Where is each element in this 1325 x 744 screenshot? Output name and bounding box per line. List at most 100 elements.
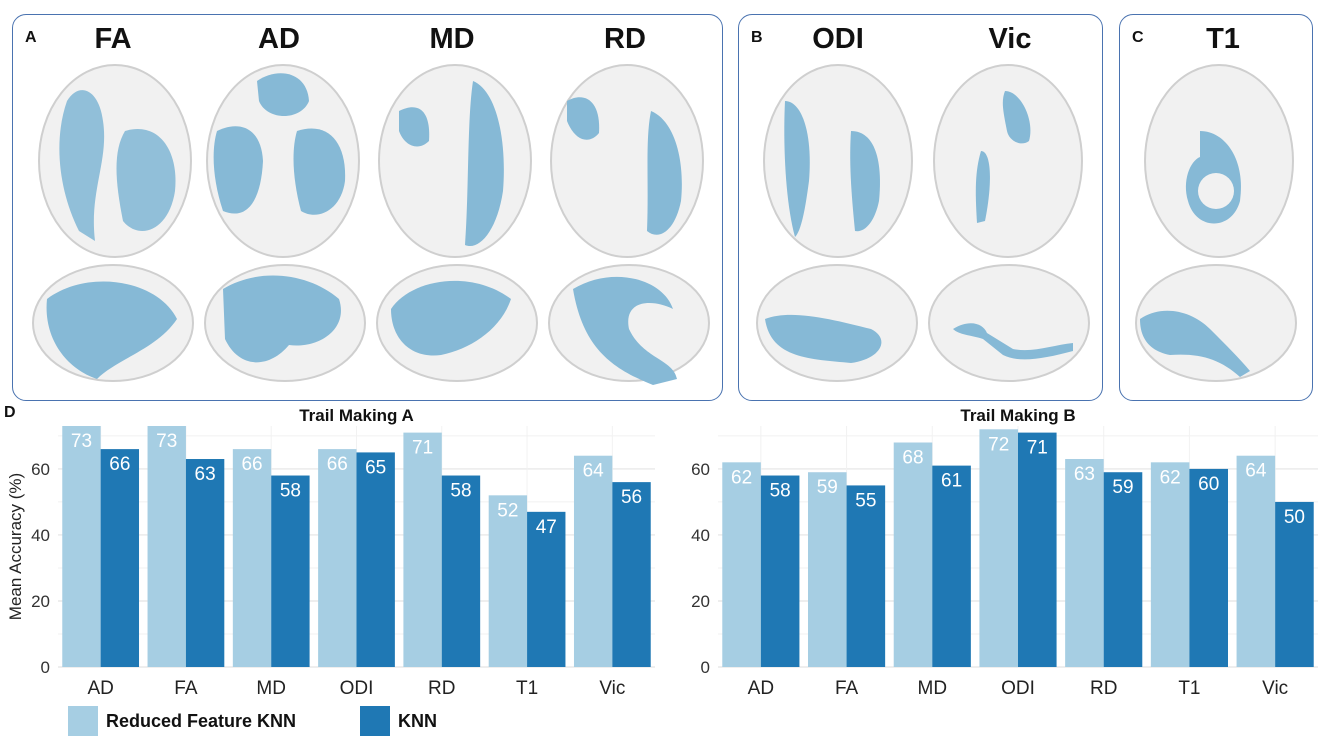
legend-label-knn: KNN bbox=[398, 710, 438, 731]
legend-swatch-reduced bbox=[68, 706, 98, 736]
panel-a-label: A bbox=[25, 29, 37, 46]
chart-b-bar-reduced-ad bbox=[722, 462, 761, 667]
chart-a-bar-reduced-rd bbox=[403, 432, 442, 667]
chart-a-bar-knn-odi bbox=[356, 452, 395, 667]
chart-a-x-tick-label-ad: AD bbox=[87, 678, 113, 699]
chart-a-data-label-knn-vic: 56 bbox=[621, 487, 642, 508]
chart-b-x-tick-label-ad: AD bbox=[748, 678, 774, 699]
brain-sagittal-rd-image bbox=[548, 264, 710, 385]
chart-a-data-label-reduced-ad: 73 bbox=[71, 431, 92, 452]
chart-a-y-axis-label: Mean Accuracy (%) bbox=[6, 473, 25, 620]
panel-d-label: D bbox=[4, 404, 16, 421]
chart-a-bar-knn-rd bbox=[441, 475, 481, 667]
chart-a-x-tick-label-md: MD bbox=[256, 678, 286, 699]
chart-a-bar-knn-vic bbox=[612, 482, 651, 667]
chart-a-bar-reduced-md bbox=[232, 449, 272, 667]
chart-b-y-tick-label: 60 bbox=[691, 460, 710, 479]
chart-a-bar-reduced-odi bbox=[318, 449, 357, 667]
chart-a-data-label-reduced-md: 66 bbox=[241, 454, 262, 475]
brain-sagittal-md-image bbox=[376, 264, 538, 382]
brain-sagittal-fa-image bbox=[32, 264, 194, 382]
chart-b-x-tick-label-fa: FA bbox=[835, 678, 859, 699]
brain-sagittal-vic-image bbox=[928, 264, 1090, 382]
chart-b-x-tick-label-vic: Vic bbox=[1262, 678, 1288, 699]
chart-a-bar-knn-md bbox=[271, 475, 310, 667]
chart-b-data-label-reduced-rd: 63 bbox=[1074, 464, 1095, 485]
chart-a-data-label-reduced-rd: 71 bbox=[412, 438, 433, 459]
chart-b-x-tick-label-t1: T1 bbox=[1178, 678, 1200, 699]
chart-a-y-tick-label: 60 bbox=[31, 460, 50, 479]
chart-a-y-tick-label: 0 bbox=[41, 658, 50, 677]
chart-b-data-label-knn-fa: 55 bbox=[855, 490, 876, 511]
chart-b-data-label-knn-ad: 58 bbox=[770, 481, 791, 502]
brain-axial-t1-image bbox=[1144, 64, 1294, 258]
chart-b-x-tick-label-rd: RD bbox=[1090, 678, 1117, 699]
chart-b-bar-knn-md bbox=[932, 465, 971, 667]
chart-b-bar-knn-rd bbox=[1103, 472, 1143, 667]
chart-a-x-tick-label-rd: RD bbox=[428, 678, 455, 699]
panel-c-label: C bbox=[1132, 29, 1144, 46]
chart-b-bar-reduced-vic bbox=[1236, 455, 1276, 667]
chart-b-bar-knn-vic bbox=[1275, 501, 1314, 667]
chart-a-data-label-knn-odi: 65 bbox=[365, 457, 386, 478]
chart-a-bar-reduced-vic bbox=[573, 455, 613, 667]
chart-trail-making-a: 0 20 40 60 73 66 AD 73 63 FA 66 58 MD 66 65 ODI 71 58 RD 52… bbox=[6, 406, 655, 699]
panel-c: C T1 bbox=[1119, 14, 1313, 401]
panel-b-label: B bbox=[751, 29, 763, 46]
chart-a-data-label-knn-t1: 47 bbox=[536, 517, 557, 538]
chart-a-data-label-knn-ad: 66 bbox=[109, 454, 130, 475]
brain-axial-md-image bbox=[378, 64, 532, 258]
chart-b-data-label-reduced-md: 68 bbox=[902, 448, 923, 469]
metric-label-odi: ODI bbox=[812, 23, 864, 55]
brain-axial-rd-image bbox=[550, 64, 704, 258]
chart-b-data-label-reduced-fa: 59 bbox=[817, 477, 838, 498]
legend: Reduced Feature KNN KNN bbox=[68, 706, 437, 736]
chart-a-x-tick-label-vic: Vic bbox=[599, 678, 625, 699]
panel-a: A FA AD MD RD bbox=[12, 14, 723, 401]
brain-axial-fa-image bbox=[38, 64, 192, 258]
chart-b-data-label-knn-rd: 59 bbox=[1112, 477, 1133, 498]
chart-b-x-tick-label-md: MD bbox=[918, 678, 948, 699]
chart-a-bar-knn-ad bbox=[100, 449, 140, 667]
chart-b-data-label-knn-odi: 71 bbox=[1027, 438, 1048, 459]
chart-b-data-label-knn-vic: 50 bbox=[1284, 507, 1305, 528]
chart-b-bar-reduced-odi bbox=[979, 429, 1018, 667]
chart-a-bar-reduced-fa bbox=[147, 426, 186, 667]
metric-label-rd: RD bbox=[604, 23, 646, 55]
chart-b-data-label-reduced-vic: 64 bbox=[1245, 461, 1267, 482]
legend-swatch-knn bbox=[360, 706, 391, 736]
chart-a-data-label-knn-md: 58 bbox=[280, 481, 301, 502]
brain-axial-odi-image bbox=[763, 64, 913, 258]
chart-a-data-label-reduced-t1: 52 bbox=[497, 500, 518, 521]
chart-a-bar-reduced-ad bbox=[62, 426, 101, 667]
chart-b-y-tick-label: 0 bbox=[701, 658, 710, 677]
chart-a-x-tick-label-odi: ODI bbox=[340, 678, 374, 699]
chart-b-data-label-reduced-t1: 62 bbox=[1160, 467, 1181, 488]
brain-axial-ad-image bbox=[206, 64, 360, 258]
chart-a-bar-knn-fa bbox=[185, 459, 225, 667]
chart-a-bar-knn-t1 bbox=[527, 511, 566, 667]
chart-b-data-label-reduced-odi: 72 bbox=[988, 434, 1009, 455]
metric-label-t1: T1 bbox=[1206, 23, 1240, 55]
panel-b: B ODI Vic bbox=[738, 14, 1103, 401]
chart-a-data-label-reduced-fa: 73 bbox=[156, 431, 177, 452]
brain-sagittal-ad-image bbox=[204, 264, 366, 382]
chart-b-x-tick-label-odi: ODI bbox=[1001, 678, 1035, 699]
legend-label-reduced: Reduced Feature KNN bbox=[106, 710, 297, 731]
brain-axial-vic-image bbox=[933, 64, 1083, 258]
chart-b-y-tick-label: 40 bbox=[691, 526, 710, 545]
chart-b-bar-knn-ad bbox=[760, 475, 800, 667]
chart-b-bar-reduced-fa bbox=[808, 472, 847, 667]
chart-b-bar-knn-fa bbox=[846, 485, 886, 667]
metric-label-ad: AD bbox=[258, 23, 300, 55]
chart-a-title: Trail Making A bbox=[299, 406, 414, 425]
chart-a-bar-reduced-t1 bbox=[488, 495, 528, 667]
chart-trail-making-b: 0 20 40 60 62 58 AD 59 55 FA 68 61 MD 72 71 ODI 63 59 RD 62… bbox=[691, 406, 1318, 699]
chart-b-data-label-reduced-ad: 62 bbox=[731, 467, 752, 488]
chart-a-data-label-knn-fa: 63 bbox=[195, 464, 216, 485]
chart-b-bar-reduced-t1 bbox=[1150, 462, 1190, 667]
chart-a-data-label-reduced-odi: 66 bbox=[327, 454, 348, 475]
metric-label-fa: FA bbox=[94, 23, 132, 55]
chart-a-y-tick-label: 20 bbox=[31, 592, 50, 611]
chart-b-bar-reduced-rd bbox=[1065, 459, 1104, 667]
